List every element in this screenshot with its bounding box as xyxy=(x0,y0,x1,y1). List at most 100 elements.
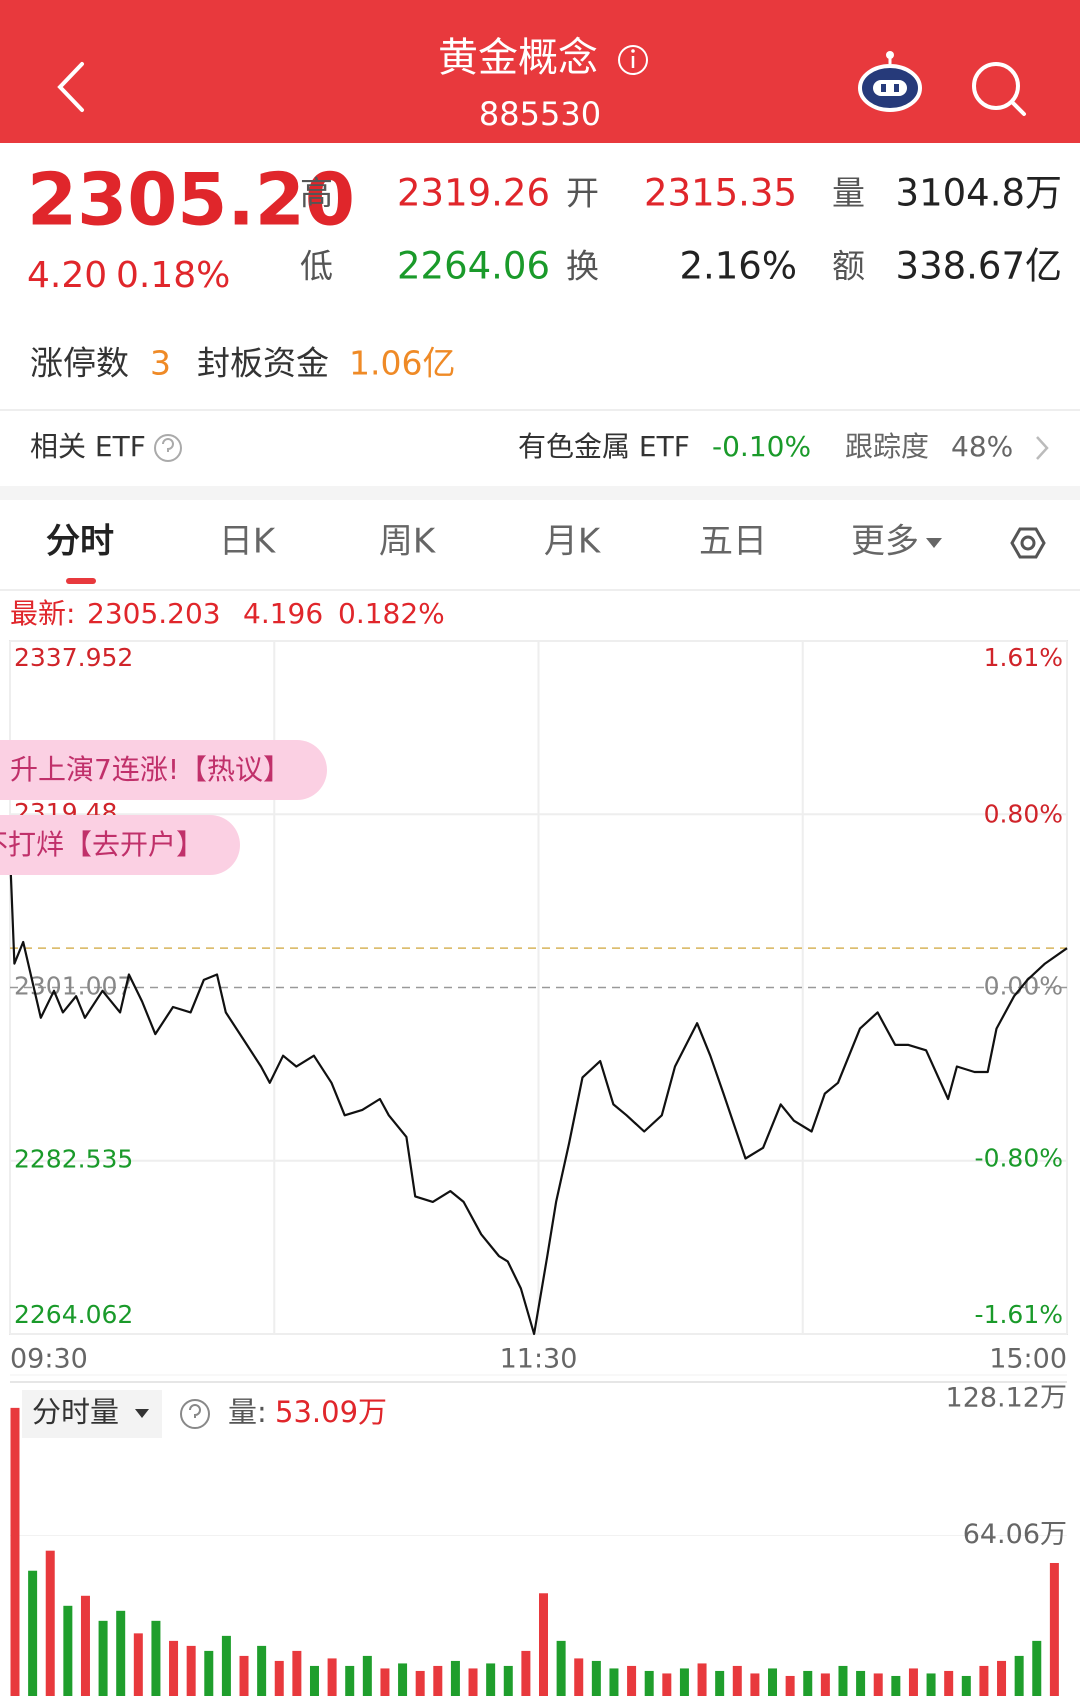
volume-bar xyxy=(204,1650,214,1696)
volume-bar xyxy=(785,1675,795,1696)
volume-bar xyxy=(221,1635,231,1696)
banner-text[interactable]: 不打烊【去开户】 xyxy=(0,828,204,861)
y-tick-label: 2337.952 xyxy=(14,643,133,672)
volume-bar xyxy=(186,1645,196,1696)
tab[interactable]: 日K xyxy=(219,522,277,562)
volume-bar xyxy=(891,1675,901,1696)
limit-up-count: 3 xyxy=(150,344,171,383)
stat-label: 开 xyxy=(566,174,599,213)
stat-value: 338.67亿 xyxy=(896,245,1062,288)
volume-bar xyxy=(820,1673,830,1696)
indicator-name[interactable]: 分时量 xyxy=(32,1395,119,1429)
y-tick-label: 64.06万 xyxy=(963,1519,1067,1550)
search-icon[interactable] xyxy=(972,62,1026,116)
volume-bar xyxy=(627,1665,637,1696)
settings-icon[interactable] xyxy=(1010,527,1046,559)
volume-bar xyxy=(380,1668,390,1696)
volume-bar xyxy=(468,1668,478,1696)
volume-bar xyxy=(732,1665,742,1696)
y-tick-label: 2282.535 xyxy=(14,1145,133,1174)
y2-tick-label: -1.61% xyxy=(975,1300,1063,1329)
limit-up-label: 涨停数 xyxy=(30,344,129,383)
volume-bar xyxy=(433,1665,443,1696)
volume-bar xyxy=(45,1550,55,1696)
tab[interactable]: 分时 xyxy=(46,522,114,562)
volume-bar xyxy=(345,1665,355,1696)
indicator-select[interactable] xyxy=(22,1390,162,1438)
volume-bar xyxy=(309,1665,319,1696)
volume-bar xyxy=(609,1668,619,1696)
volume-bar xyxy=(257,1645,267,1696)
latest-change: 4.196 xyxy=(243,597,323,630)
limit-fund-label: 封板资金 xyxy=(197,344,329,383)
x-tick-label: 09:30 xyxy=(10,1344,88,1375)
robot-icon[interactable] xyxy=(858,51,922,112)
volume-chart: 64.06万 128.12万 xyxy=(10,1374,1067,1696)
volume-bar xyxy=(856,1670,866,1696)
volume-value: 53.09万 xyxy=(275,1395,387,1429)
etf-label: 相关 ETF xyxy=(30,430,146,463)
volume-bar xyxy=(133,1633,143,1696)
volume-bar xyxy=(450,1660,460,1696)
stat-value: 2.16% xyxy=(679,245,797,288)
banner[interactable] xyxy=(0,815,240,875)
volume-bar xyxy=(362,1655,372,1696)
volume-bar xyxy=(715,1670,725,1696)
info-icon[interactable] xyxy=(618,45,648,75)
volume-bar xyxy=(644,1670,654,1696)
volume-bar xyxy=(151,1620,161,1696)
etf-tracking-label: 跟踪度 xyxy=(845,430,929,463)
volume-bar xyxy=(926,1673,936,1696)
dropdown-arrow xyxy=(926,538,942,548)
volume-bar xyxy=(80,1595,90,1696)
volume-bar xyxy=(116,1610,126,1696)
volume-bar xyxy=(574,1658,584,1696)
etf-name[interactable]: 有色金属 ETF xyxy=(518,430,690,463)
volume-bar xyxy=(961,1675,971,1696)
volume-bar xyxy=(239,1655,249,1696)
tab[interactable]: 更多 xyxy=(851,522,919,562)
volume-bar xyxy=(292,1650,302,1696)
banner-text[interactable]: 升上演7连涨!【热议】 xyxy=(10,753,291,786)
volume-bar xyxy=(591,1660,601,1696)
etf-change: -0.10% xyxy=(712,430,811,463)
price-change-pct: 0.18% xyxy=(116,255,230,296)
chevron[interactable] xyxy=(1036,436,1049,460)
volume-bar xyxy=(98,1620,108,1696)
volume-bar xyxy=(521,1650,531,1696)
banner[interactable] xyxy=(0,740,327,800)
tab[interactable]: 五日 xyxy=(699,522,767,562)
tab[interactable]: 月K xyxy=(544,522,602,562)
volume-bar xyxy=(1032,1640,1042,1696)
volume-bar xyxy=(1049,1562,1059,1696)
tab[interactable]: 周K xyxy=(379,522,437,562)
volume-bar xyxy=(28,1570,38,1696)
volume-bar xyxy=(803,1670,813,1696)
stat-value: 3104.8万 xyxy=(896,172,1062,215)
volume-bar xyxy=(503,1665,513,1696)
volume-bar xyxy=(539,1593,548,1696)
tab-indicator xyxy=(66,578,96,584)
volume-bar xyxy=(415,1670,425,1696)
volume-bar xyxy=(944,1670,954,1696)
volume-bar xyxy=(838,1665,848,1696)
stat-label: 量 xyxy=(832,174,865,213)
volume-bar xyxy=(486,1663,496,1696)
stat-value: 2264.06 xyxy=(397,245,550,288)
back-button[interactable] xyxy=(57,62,84,112)
volume-bar xyxy=(979,1665,989,1696)
volume-bar xyxy=(873,1673,883,1696)
help-icon[interactable] xyxy=(154,434,182,462)
help-icon[interactable] xyxy=(180,1399,210,1429)
stat-label: 高 xyxy=(300,174,333,213)
y2-tick-label: 1.61% xyxy=(984,643,1063,672)
x-tick-label: 15:00 xyxy=(989,1344,1067,1375)
latest-price: 2305.203 xyxy=(87,597,221,630)
volume-bar xyxy=(556,1640,566,1696)
volume-bar xyxy=(697,1663,707,1696)
volume-bar xyxy=(63,1605,73,1696)
y-tick-label: 128.12万 xyxy=(946,1383,1067,1414)
y2-tick-label: 0.80% xyxy=(984,799,1063,828)
